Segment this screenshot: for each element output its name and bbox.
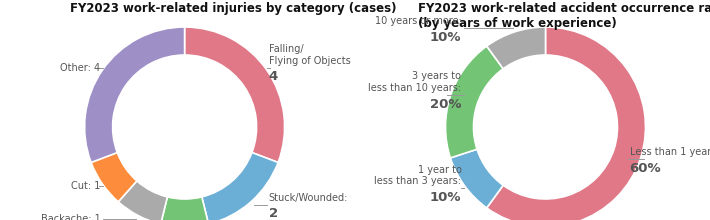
Text: 10%: 10%	[430, 191, 462, 204]
Wedge shape	[487, 27, 645, 220]
Text: 10 years or more:: 10 years or more:	[375, 16, 462, 26]
Text: FY2023 work-related accident occurrence rates
(by years of work experience): FY2023 work-related accident occurrence …	[417, 2, 710, 30]
Wedge shape	[450, 149, 503, 208]
Text: 10%: 10%	[430, 31, 462, 44]
Wedge shape	[119, 181, 168, 220]
Wedge shape	[84, 27, 185, 162]
Wedge shape	[487, 27, 545, 69]
Text: Other: 4: Other: 4	[60, 63, 101, 73]
Wedge shape	[160, 197, 209, 220]
Text: 4: 4	[268, 70, 278, 83]
Text: Backache: 1: Backache: 1	[41, 214, 101, 220]
Wedge shape	[185, 27, 285, 162]
Wedge shape	[445, 46, 503, 158]
Text: 2: 2	[268, 207, 278, 220]
Text: 20%: 20%	[430, 98, 462, 111]
Text: 60%: 60%	[630, 162, 661, 175]
Text: Less than 1 year:: Less than 1 year:	[630, 147, 710, 157]
Text: Stuck/Wounded:: Stuck/Wounded:	[268, 193, 348, 203]
Text: Cut: 1: Cut: 1	[71, 181, 101, 191]
Wedge shape	[202, 152, 278, 220]
Text: Falling/
Flying of Objects: Falling/ Flying of Objects	[268, 44, 350, 66]
Text: 3 years to
less than 10 years:: 3 years to less than 10 years:	[368, 71, 462, 93]
Text: FY2023 work-related injuries by category (cases): FY2023 work-related injuries by category…	[70, 2, 396, 15]
Text: 1 year to
less than 3 years:: 1 year to less than 3 years:	[374, 165, 462, 186]
Wedge shape	[91, 152, 137, 202]
